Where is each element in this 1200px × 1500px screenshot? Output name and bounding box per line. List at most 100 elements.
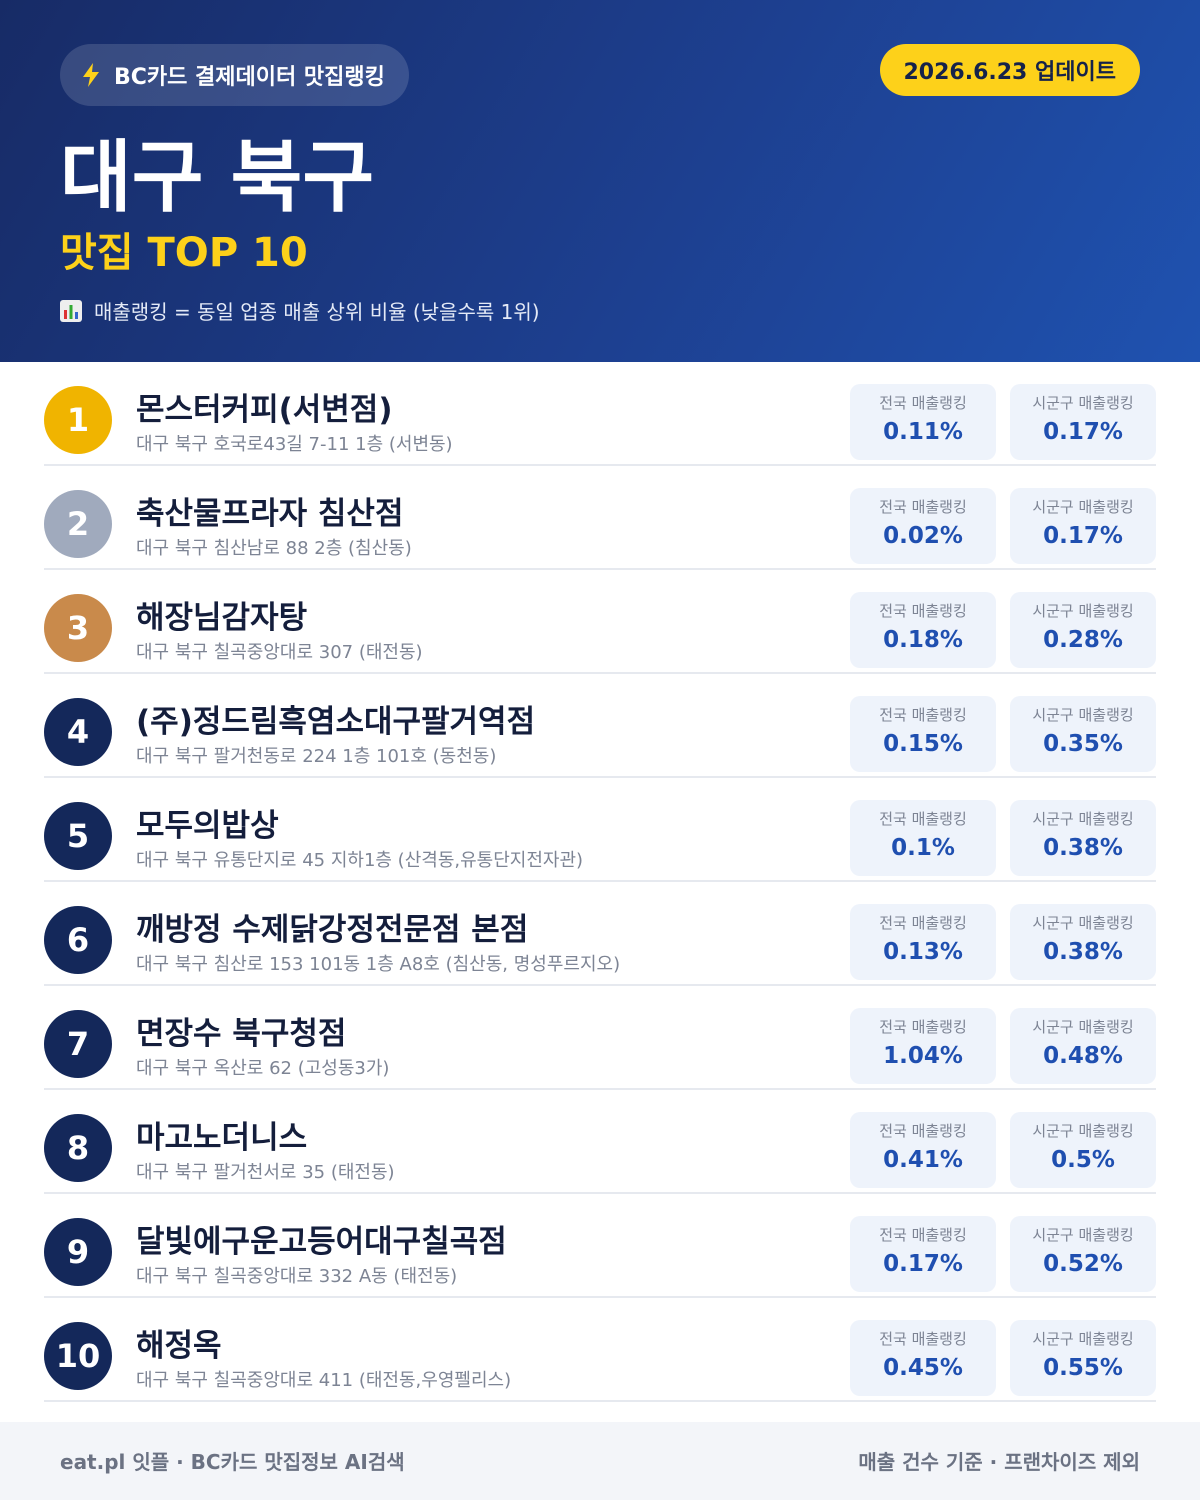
ranking-label: 시군구 매출랭킹 <box>1032 914 1134 932</box>
rank-badge: 1 <box>44 386 112 454</box>
restaurant-address: 대구 북구 침산남로 88 2층 (침산동) <box>136 538 412 559</box>
ranking-box: 전국 매출랭킹 0.1% <box>850 800 996 876</box>
ranking-label: 전국 매출랭킹 <box>879 1330 967 1348</box>
ranking-value: 0.38% <box>1043 939 1123 965</box>
restaurant-address: 대구 북구 팔거천동로 224 1층 101호 (동천동) <box>136 746 497 767</box>
ranking-box: 시군구 매출랭킹 0.38% <box>1010 904 1156 980</box>
title: 대구 북구 <box>60 133 375 223</box>
ranking-box: 전국 매출랭킹 0.13% <box>850 904 996 980</box>
rank-badge: 7 <box>44 1010 112 1078</box>
badge-text: BC카드 결제데이터 맛집랭킹 <box>114 65 385 90</box>
ranking-value: 0.18% <box>883 627 963 653</box>
restaurant-name: 해정옥 <box>136 1328 222 1364</box>
ranking-value: 0.55% <box>1043 1355 1123 1381</box>
ranking-value: 1.04% <box>883 1043 963 1069</box>
ranking-value: 0.38% <box>1043 835 1123 861</box>
ranking-box: 전국 매출랭킹 0.45% <box>850 1320 996 1396</box>
list-row: 3 해장님감자탕 대구 북구 칠곡중앙대로 307 (태전동) 전국 매출랭킹 0.18… <box>44 570 1156 674</box>
ranking-box: 전국 매출랭킹 0.18% <box>850 592 996 668</box>
ranking-value: 0.11% <box>883 419 963 445</box>
restaurant-name: 몬스터커피(서변점) <box>136 392 393 428</box>
footer-left: eat.pl 잇플 · BC카드 맛집정보 AI검색 <box>60 1450 405 1474</box>
ranking-value: 0.41% <box>883 1147 963 1173</box>
ranking-label: 전국 매출랭킹 <box>879 1018 967 1036</box>
ranking-box: 시군구 매출랭킹 0.55% <box>1010 1320 1156 1396</box>
ranking-box: 시군구 매출랭킹 0.35% <box>1010 696 1156 772</box>
ranking-label: 전국 매출랭킹 <box>879 602 967 620</box>
restaurant-name: (주)정드림흑염소대구팔거역점 <box>136 704 536 740</box>
list-row: 6 깨방정 수제닭강정전문점 본점 대구 북구 침산로 153 101동 1층 A8… <box>44 882 1156 986</box>
subtitle: 맛집 TOP 10 <box>60 230 308 276</box>
restaurant-name: 깨방정 수제닭강정전문점 본점 <box>136 912 529 948</box>
ranking-box: 시군구 매출랭킹 0.48% <box>1010 1008 1156 1084</box>
ranking-label: 시군구 매출랭킹 <box>1032 1018 1134 1036</box>
ranking-box: 전국 매출랭킹 0.02% <box>850 488 996 564</box>
restaurant-name: 모두의밥상 <box>136 808 279 844</box>
ranking-value: 0.13% <box>883 939 963 965</box>
header: BC카드 결제데이터 맛집랭킹 2026.6.23 업데이트 대구 북구 맛집 … <box>0 0 1200 362</box>
ranking-box: 전국 매출랭킹 0.41% <box>850 1112 996 1188</box>
restaurant-address: 대구 북구 호국로43길 7-11 1층 (서변동) <box>136 434 453 455</box>
ranking-value: 0.17% <box>1043 419 1123 445</box>
ranking-value: 0.1% <box>891 835 955 861</box>
ranking-box: 전국 매출랭킹 0.17% <box>850 1216 996 1292</box>
chart-icon <box>60 299 82 322</box>
ranking-box: 시군구 매출랭킹 0.52% <box>1010 1216 1156 1292</box>
restaurant-address: 대구 북구 칠곡중앙대로 411 (태전동,우영펠리스) <box>136 1370 512 1391</box>
update-date: 2026.6.23 업데이트 <box>879 44 1140 96</box>
restaurant-address: 대구 북구 팔거천서로 35 (태전동) <box>136 1162 395 1183</box>
rank-badge: 2 <box>44 490 112 558</box>
ranking-value: 0.48% <box>1043 1043 1123 1069</box>
ranking-list: 1 몬스터커피(서변점) 대구 북구 호국로43길 7-11 1층 (서변동) 전국 … <box>44 362 1156 1402</box>
ranking-value: 0.17% <box>883 1251 963 1277</box>
ranking-label: 전국 매출랭킹 <box>879 914 967 932</box>
ranking-label: 시군구 매출랭킹 <box>1032 810 1134 828</box>
ranking-label: 전국 매출랭킹 <box>879 810 967 828</box>
rank-badge: 10 <box>44 1322 112 1390</box>
ranking-value: 0.45% <box>883 1355 963 1381</box>
rank-badge: 4 <box>44 698 112 766</box>
list-row: 5 모두의밥상 대구 북구 유통단지로 45 지하1층 (산격동,유통단지전자관) 전… <box>44 778 1156 882</box>
ranking-box: 시군구 매출랭킹 0.17% <box>1010 488 1156 564</box>
rank-badge: 3 <box>44 594 112 662</box>
ranking-value: 0.15% <box>883 731 963 757</box>
ranking-box: 시군구 매출랭킹 0.28% <box>1010 592 1156 668</box>
list-row: 1 몬스터커피(서변점) 대구 북구 호국로43길 7-11 1층 (서변동) 전국 … <box>44 362 1156 466</box>
ranking-label: 시군구 매출랭킹 <box>1032 1330 1134 1348</box>
restaurant-name: 해장님감자탕 <box>136 600 308 636</box>
restaurant-name: 축산물프라자 침산점 <box>136 496 404 532</box>
rank-badge: 9 <box>44 1218 112 1286</box>
note: 매출랭킹 = 동일 업종 매출 상위 비율 (낮을수록 1위) <box>60 296 540 325</box>
ranking-label: 전국 매출랭킹 <box>879 1122 967 1140</box>
ranking-value: 0.17% <box>1043 523 1123 549</box>
ranking-box: 전국 매출랭킹 1.04% <box>850 1008 996 1084</box>
ranking-value: 0.52% <box>1043 1251 1123 1277</box>
rank-badge: 8 <box>44 1114 112 1182</box>
ranking-value: 0.35% <box>1043 731 1123 757</box>
restaurant-name: 달빛에구운고등어대구칠곡점 <box>136 1224 507 1260</box>
badge: BC카드 결제데이터 맛집랭킹 <box>60 44 409 106</box>
restaurant-name: 면장수 북구청점 <box>136 1016 347 1052</box>
ranking-value: 0.5% <box>1051 1147 1115 1173</box>
note-text: 매출랭킹 = 동일 업종 매출 상위 비율 (낮을수록 1위) <box>94 300 540 324</box>
ranking-box: 시군구 매출랭킹 0.17% <box>1010 384 1156 460</box>
footer: eat.pl 잇플 · BC카드 맛집정보 AI검색 매출 건수 기준 · 프랜… <box>0 1422 1200 1500</box>
restaurant-address: 대구 북구 칠곡중앙대로 332 A동 (태전동) <box>136 1266 458 1287</box>
restaurant-address: 대구 북구 옥산로 62 (고성동3가) <box>136 1058 390 1079</box>
ranking-label: 시군구 매출랭킹 <box>1032 706 1134 724</box>
restaurant-name: 마고노더니스 <box>136 1120 308 1156</box>
rank-badge: 6 <box>44 906 112 974</box>
ranking-box: 시군구 매출랭킹 0.38% <box>1010 800 1156 876</box>
ranking-box: 전국 매출랭킹 0.15% <box>850 696 996 772</box>
ranking-label: 전국 매출랭킹 <box>879 394 967 412</box>
ranking-label: 시군구 매출랭킹 <box>1032 602 1134 620</box>
ranking-label: 전국 매출랭킹 <box>879 1226 967 1244</box>
ranking-value: 0.02% <box>883 523 963 549</box>
ranking-label: 시군구 매출랭킹 <box>1032 1226 1134 1244</box>
restaurant-address: 대구 북구 유통단지로 45 지하1층 (산격동,유통단지전자관) <box>136 850 584 871</box>
